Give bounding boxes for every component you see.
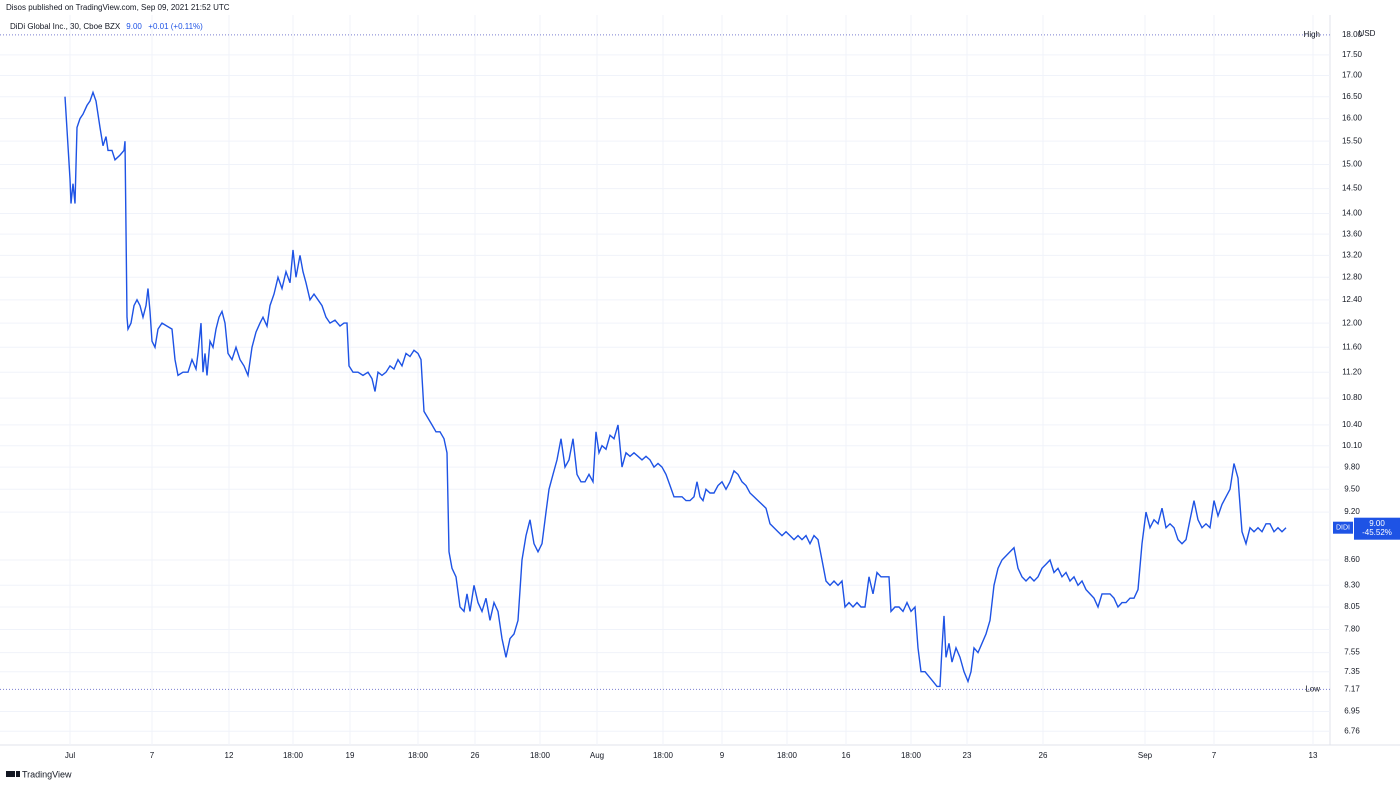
y-tick-label: 14.00 [1342,209,1363,218]
y-tick-label: 6.76 [1344,726,1360,735]
price-label-change: -45.52% [1362,528,1392,537]
legend-last: 9.00 [126,22,142,31]
y-tick-label: 8.05 [1344,602,1360,611]
x-tick-label: 18:00 [777,751,798,760]
footer: TradingView [22,769,72,779]
x-tick-label: 13 [1309,751,1318,760]
y-tick-label: 11.20 [1342,367,1362,376]
x-tick-label: 26 [1039,751,1048,760]
y-tick-label: 14.50 [1342,184,1363,193]
y-tick-label: 9.20 [1344,507,1360,516]
y-tick-label: 16.50 [1342,92,1363,101]
y-tick-label: 10.80 [1342,393,1363,402]
y-tick-label: 9.50 [1344,484,1360,493]
x-tick-label: 18:00 [408,751,429,760]
price-label-value: 9.00 [1369,519,1385,528]
x-tick-label: 16 [842,751,851,760]
x-tick-label: 19 [346,751,355,760]
header: Disos published on TradingView.com, Sep … [6,3,230,12]
y-tick-label: 8.30 [1344,580,1360,589]
logo [6,771,20,777]
price-label-box [1354,517,1400,540]
y-tick-label: 13.20 [1342,250,1363,259]
y-tick-label: 7.35 [1344,667,1360,676]
x-tick-label: Sep [1138,751,1153,760]
price-label-name: DIDI [1336,525,1350,532]
y-tick-label: 17.00 [1342,71,1363,80]
y-tick-label: 7.55 [1344,648,1360,657]
y-tick-label: 7.80 [1344,625,1360,634]
low-value: 7.17 [1344,684,1360,693]
grid [0,15,1330,745]
x-tick-label: 18:00 [530,751,551,760]
x-tick-label: 18:00 [283,751,304,760]
price-line [64,90,1287,688]
y-tick-label: 15.00 [1342,160,1363,169]
y-tick-label: 15.50 [1342,136,1363,145]
x-tick-label: 18:00 [901,751,922,760]
high-value: 18.00 [1342,30,1363,39]
y-tick-label: 9.80 [1344,462,1360,471]
x-tick-label: 7 [150,751,155,760]
x-tick-label: Aug [590,751,604,760]
y-tick-label: 6.95 [1344,707,1360,716]
high-label: High [1304,30,1320,39]
x-tick-label: 12 [225,751,234,760]
y-tick-label: 10.40 [1342,420,1363,429]
legend-name: DiDi Global Inc., 30, Cboe BZX [10,22,121,31]
x-tick-label: 23 [963,751,972,760]
low-label: Low [1305,684,1320,693]
y-tick-label: 13.60 [1342,229,1363,238]
y-tick-label: 16.00 [1342,114,1363,123]
x-tick-label: Jul [65,751,75,760]
y-tick-label: 17.50 [1342,50,1363,59]
y-tick-label: 10.10 [1342,441,1363,450]
x-tick-label: 7 [1212,751,1217,760]
x-tick-label: 9 [720,751,725,760]
y-tick-label: 12.00 [1342,318,1363,327]
currency: USD [1359,29,1376,38]
y-tick-label: 8.60 [1344,555,1360,564]
price-label-name-box [1333,521,1353,534]
y-tick-label: 11.60 [1342,342,1362,351]
legend-change: +0.01 (+0.11%) [148,22,203,31]
y-tick-label: 12.40 [1342,295,1363,304]
y-tick-label: 12.80 [1342,272,1363,281]
x-tick-label: 26 [471,751,480,760]
x-tick-label: 18:00 [653,751,674,760]
